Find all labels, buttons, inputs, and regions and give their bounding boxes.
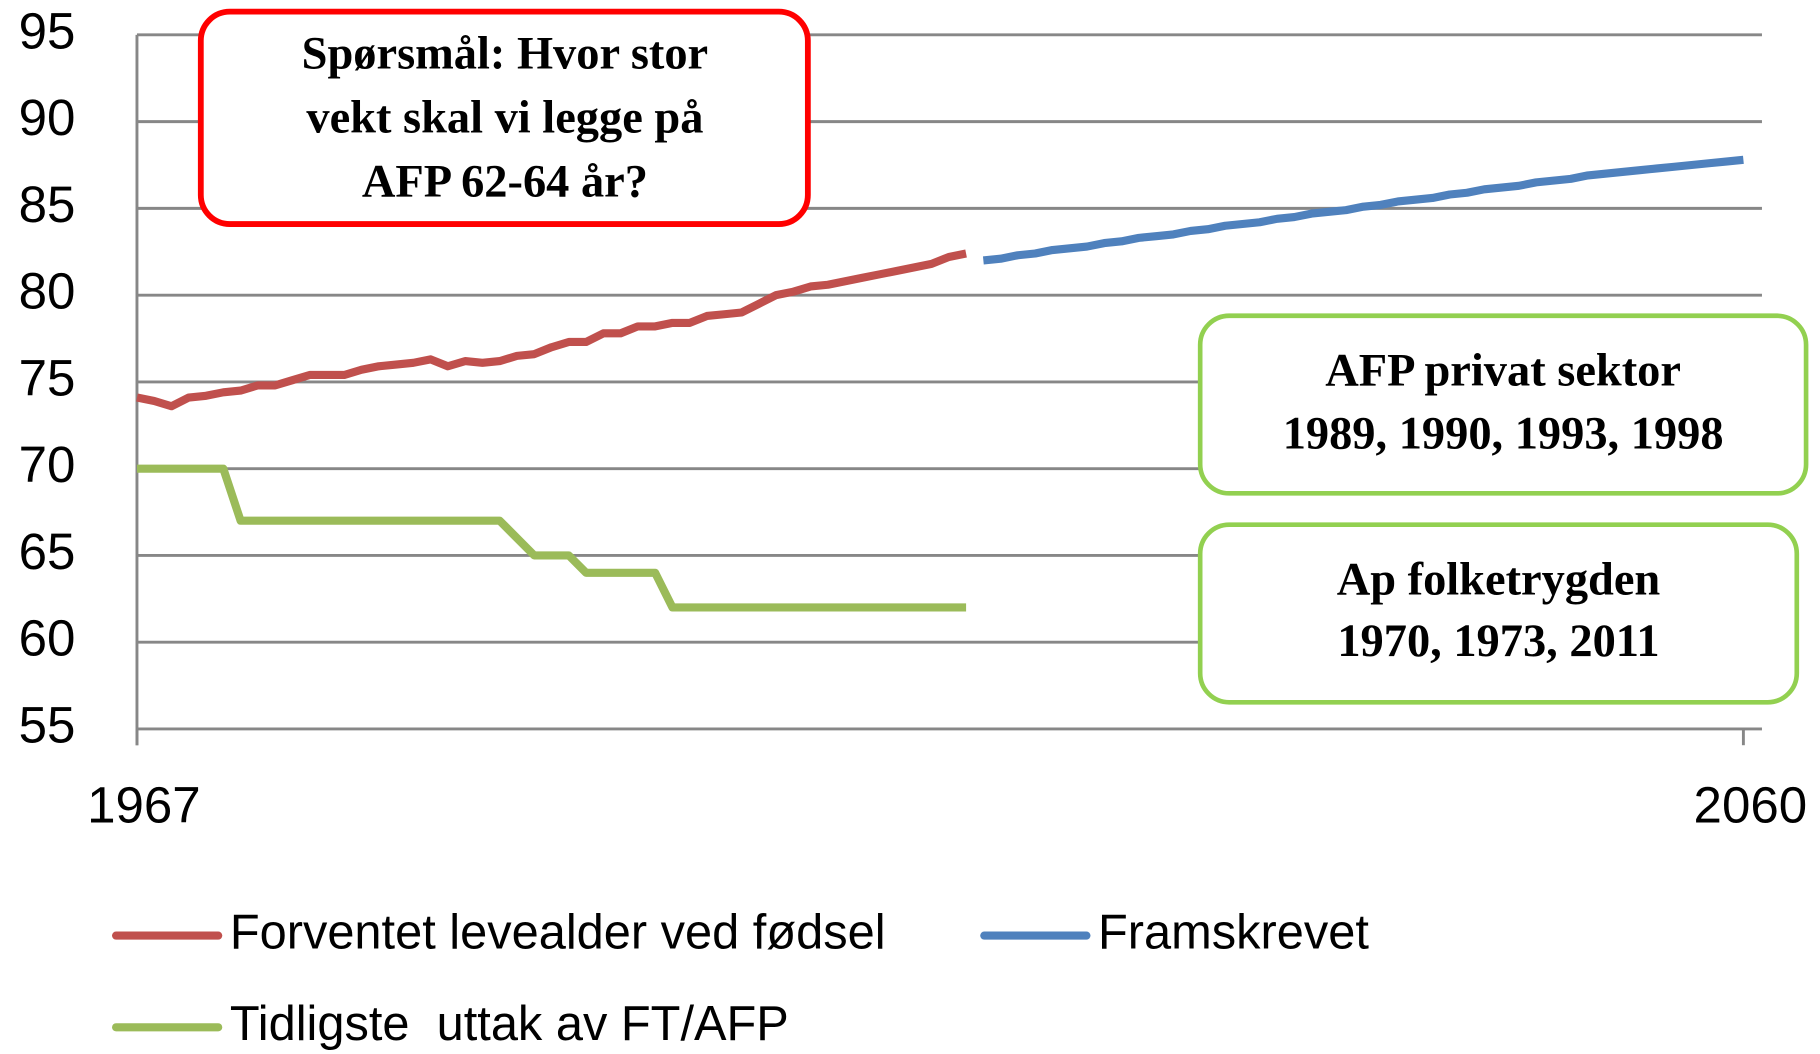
y-tick-label: 95 <box>19 2 76 59</box>
y-tick-label: 60 <box>19 610 76 667</box>
y-tick-label: 70 <box>19 436 76 493</box>
y-tick-label: 85 <box>19 176 76 233</box>
y-tick-label: 65 <box>19 523 76 580</box>
x-tick-label: 1967 <box>87 777 201 834</box>
annotation-box <box>197 8 811 227</box>
y-tick-label: 80 <box>19 263 76 320</box>
series-line <box>136 249 967 411</box>
legend-label: Forventet levealder ved fødsel <box>230 905 886 959</box>
y-tick-label: 90 <box>19 89 76 146</box>
annotation-text: AFP privat sektor <box>1325 346 1681 397</box>
annotation-box <box>1197 522 1800 705</box>
annotation-text: 1989, 1990, 1993, 1998 <box>1283 408 1724 459</box>
annotation-text: AFP 62-64 år? <box>362 156 648 207</box>
x-tick-label: 2060 <box>1694 777 1808 834</box>
annotation-text: vekt skal vi legge på <box>306 93 703 144</box>
legend-label: Tidligste uttak av FT/AFP <box>230 997 789 1051</box>
series-line <box>982 155 1744 265</box>
y-tick-label: 55 <box>19 696 76 753</box>
annotation-box <box>1197 313 1809 496</box>
legend-label: Framskrevet <box>1098 905 1369 959</box>
y-tick-label: 75 <box>19 349 76 406</box>
annotation-text: 1970, 1973, 2011 <box>1337 616 1659 667</box>
series-line <box>136 464 967 612</box>
annotation-text: Spørsmål: Hvor stor <box>302 29 708 80</box>
annotation-text: Ap folketrygden <box>1337 555 1661 606</box>
